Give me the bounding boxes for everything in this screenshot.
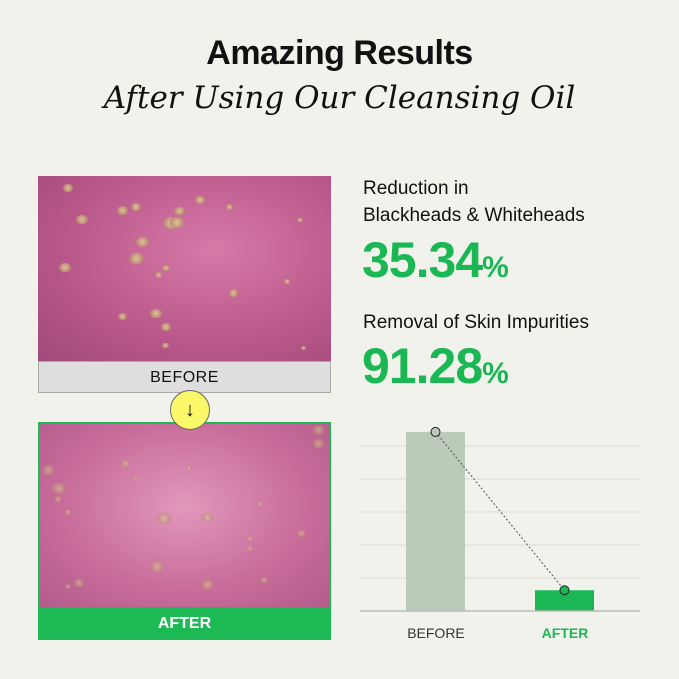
stat-2-unit: %	[482, 357, 509, 390]
skin-spot	[228, 289, 238, 297]
skin-spot	[312, 439, 325, 449]
skin-spot	[65, 583, 71, 589]
skin-spot	[297, 217, 304, 223]
skin-spot	[121, 459, 131, 467]
skin-spot	[136, 237, 150, 248]
skin-spot	[260, 576, 269, 584]
skin-spot	[63, 184, 73, 192]
skin-spot	[59, 263, 71, 273]
skin-spot	[73, 579, 85, 588]
skin-spot	[132, 475, 139, 481]
skin-spot	[174, 206, 186, 216]
skin-spot	[195, 196, 205, 205]
stat-1-label: Reduction in Blackheads & Whiteheads	[363, 175, 585, 229]
skin-spot	[155, 272, 163, 278]
skin-spot	[226, 203, 234, 210]
arrow-down-icon: ↓	[170, 390, 210, 430]
skin-spot	[128, 252, 144, 265]
bar-after	[535, 590, 594, 611]
stat-2-number: 91.28	[362, 338, 483, 394]
skin-spot	[247, 546, 254, 551]
skin-spot	[201, 579, 214, 590]
stat-1-label-line1: Reduction in	[363, 178, 469, 199]
skin-spot	[54, 495, 62, 502]
after-label: AFTER	[38, 607, 331, 640]
page-title: Amazing Results	[206, 34, 473, 72]
data-point	[559, 585, 570, 596]
stat-1-number: 35.34	[362, 232, 483, 288]
stat-1-label-line2: Blackheads & Whiteheads	[363, 205, 585, 226]
skin-spot	[162, 264, 170, 271]
skin-spot	[150, 308, 162, 318]
x-label-after: AFTER	[541, 625, 589, 641]
skin-spot	[296, 530, 306, 538]
skin-spot	[160, 322, 171, 331]
skin-spot	[186, 465, 193, 471]
skin-spot	[64, 509, 72, 515]
skin-spot	[169, 217, 184, 229]
skin-spot	[300, 345, 307, 351]
stat-2-label: Removal of Skin Impurities	[363, 312, 589, 333]
skin-spot	[117, 312, 127, 320]
stat-1-unit: %	[482, 251, 509, 284]
after-skin-image	[40, 424, 329, 607]
skin-spot	[257, 501, 264, 507]
skin-spot	[130, 202, 141, 212]
skin-spot	[42, 465, 55, 475]
skin-spot	[150, 560, 164, 572]
stat-2-value: 91.28%	[362, 337, 509, 395]
bar-before	[406, 431, 465, 611]
skin-spot	[76, 215, 88, 225]
data-point	[430, 426, 441, 437]
stat-1-value: 35.34%	[362, 231, 509, 289]
skin-spot	[116, 205, 129, 216]
x-label-before: BEFORE	[407, 625, 465, 641]
skin-spot	[162, 343, 169, 349]
skin-spot	[201, 513, 213, 523]
skin-spot	[312, 425, 325, 435]
skin-spot	[284, 279, 290, 284]
before-skin-image	[38, 176, 331, 361]
page-subtitle: After Using Our Cleansing Oil	[103, 80, 576, 116]
skin-spot	[52, 482, 66, 494]
skin-spot	[156, 512, 171, 525]
skin-spot	[247, 536, 253, 541]
